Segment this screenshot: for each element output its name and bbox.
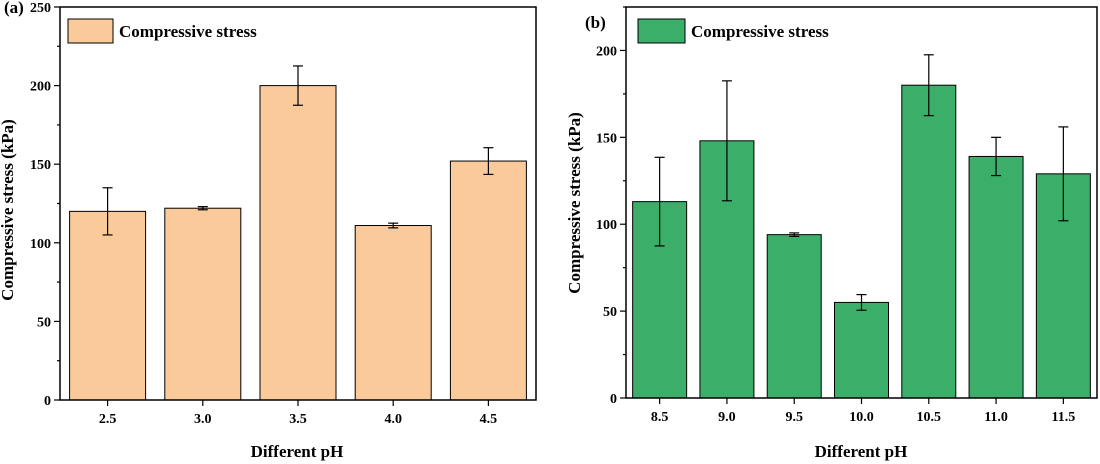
error-bar-11.0 (991, 136, 1002, 177)
x-tick-label-3.5: 3.5 (289, 412, 307, 427)
y-tick-label-200: 200 (30, 80, 51, 95)
x-tick-label-10.5: 10.5 (917, 410, 942, 425)
panel-b-bars (632, 54, 1091, 399)
panel-a-xlabel: Different pH (251, 442, 344, 461)
bar-9.5 (766, 234, 822, 399)
bar-4.0 (354, 225, 432, 401)
error-bar-3.5 (293, 65, 303, 106)
error-bar-8.5 (654, 156, 665, 247)
error-bar-3.0 (197, 206, 208, 211)
y-tick-label-50: 50 (603, 305, 617, 320)
x-tick-label-2.5: 2.5 (99, 412, 117, 427)
panel-a-y-axis: 0 50 100 150 200 250 (30, 1, 60, 409)
bar-3.5 (259, 85, 337, 401)
panel-a-legend-swatch (67, 18, 114, 44)
panel-b-y-axis: 0 50 100 150 200 (596, 6, 626, 407)
y-tick-label-100: 100 (30, 237, 51, 252)
error-bar-9.0 (721, 80, 732, 202)
y-tick-label-250: 250 (30, 1, 51, 16)
bar-3.0 (164, 207, 242, 401)
panel-b-frame (625, 6, 1098, 399)
bar-10.0 (834, 301, 889, 399)
panel-a-frame (59, 6, 537, 401)
bar-4.5 (449, 160, 527, 401)
y-tick-label-0: 0 (44, 394, 51, 409)
error-bar-4.5 (483, 147, 494, 176)
y-tick-label-150: 150 (30, 158, 51, 173)
panel-a-legend-label: Compressive stress (119, 22, 257, 41)
x-tick-label-3.0: 3.0 (194, 412, 212, 427)
panel-a-label: (a) (4, 0, 24, 17)
bar-10.5 (901, 84, 957, 399)
panel-b-xlabel: Different pH (815, 442, 908, 461)
x-tick-label-10.0: 10.0 (849, 410, 874, 425)
x-tick-label-9.5: 9.5 (785, 410, 803, 425)
error-bar-10.0 (856, 294, 867, 311)
x-tick-label-11.5: 11.5 (1051, 410, 1075, 425)
x-tick-label-4.0: 4.0 (384, 412, 402, 427)
panel-b-legend-swatch (637, 18, 686, 44)
y-tick-label-150: 150 (596, 131, 617, 146)
error-bar-4.0 (388, 222, 399, 229)
x-tick-label-8.5: 8.5 (651, 410, 669, 425)
y-tick-label-50: 50 (37, 315, 51, 330)
panel-b-label: (b) (585, 13, 606, 32)
bar-11.0 (968, 155, 1024, 399)
panel-b-legend: Compressive stress (637, 18, 829, 44)
error-bar-11.5 (1058, 126, 1069, 222)
panel-a: (a) Compressive stress (kPa) Different p… (0, 0, 537, 461)
x-tick-label-9.0: 9.0 (718, 410, 736, 425)
y-tick-label-0: 0 (610, 392, 617, 407)
panel-b-x-axis: 8.5 9.0 9.5 10.0 10.5 11.0 11.5 (651, 398, 1075, 425)
x-tick-label-4.5: 4.5 (480, 412, 498, 427)
panel-b-ylabel: Compressive stress (kPa) (565, 112, 584, 294)
panel-b: (b) Compressive stress (kPa) Different p… (565, 6, 1098, 461)
panel-a-legend: Compressive stress (67, 18, 257, 44)
bar-2.5 (69, 210, 147, 401)
error-bar-2.5 (102, 187, 113, 236)
y-tick-label-200: 200 (596, 44, 617, 59)
panel-a-bars (69, 65, 527, 401)
error-bar-10.5 (923, 54, 934, 117)
panel-a-x-axis: 2.5 3.0 3.5 4.0 4.5 (99, 400, 497, 427)
error-bar-9.5 (789, 232, 800, 237)
panel-a-ylabel: Compressive stress (kPa) (0, 119, 17, 301)
y-tick-label-100: 100 (596, 218, 617, 233)
panel-b-legend-label: Compressive stress (691, 22, 829, 41)
x-tick-label-11.0: 11.0 (984, 410, 1008, 425)
